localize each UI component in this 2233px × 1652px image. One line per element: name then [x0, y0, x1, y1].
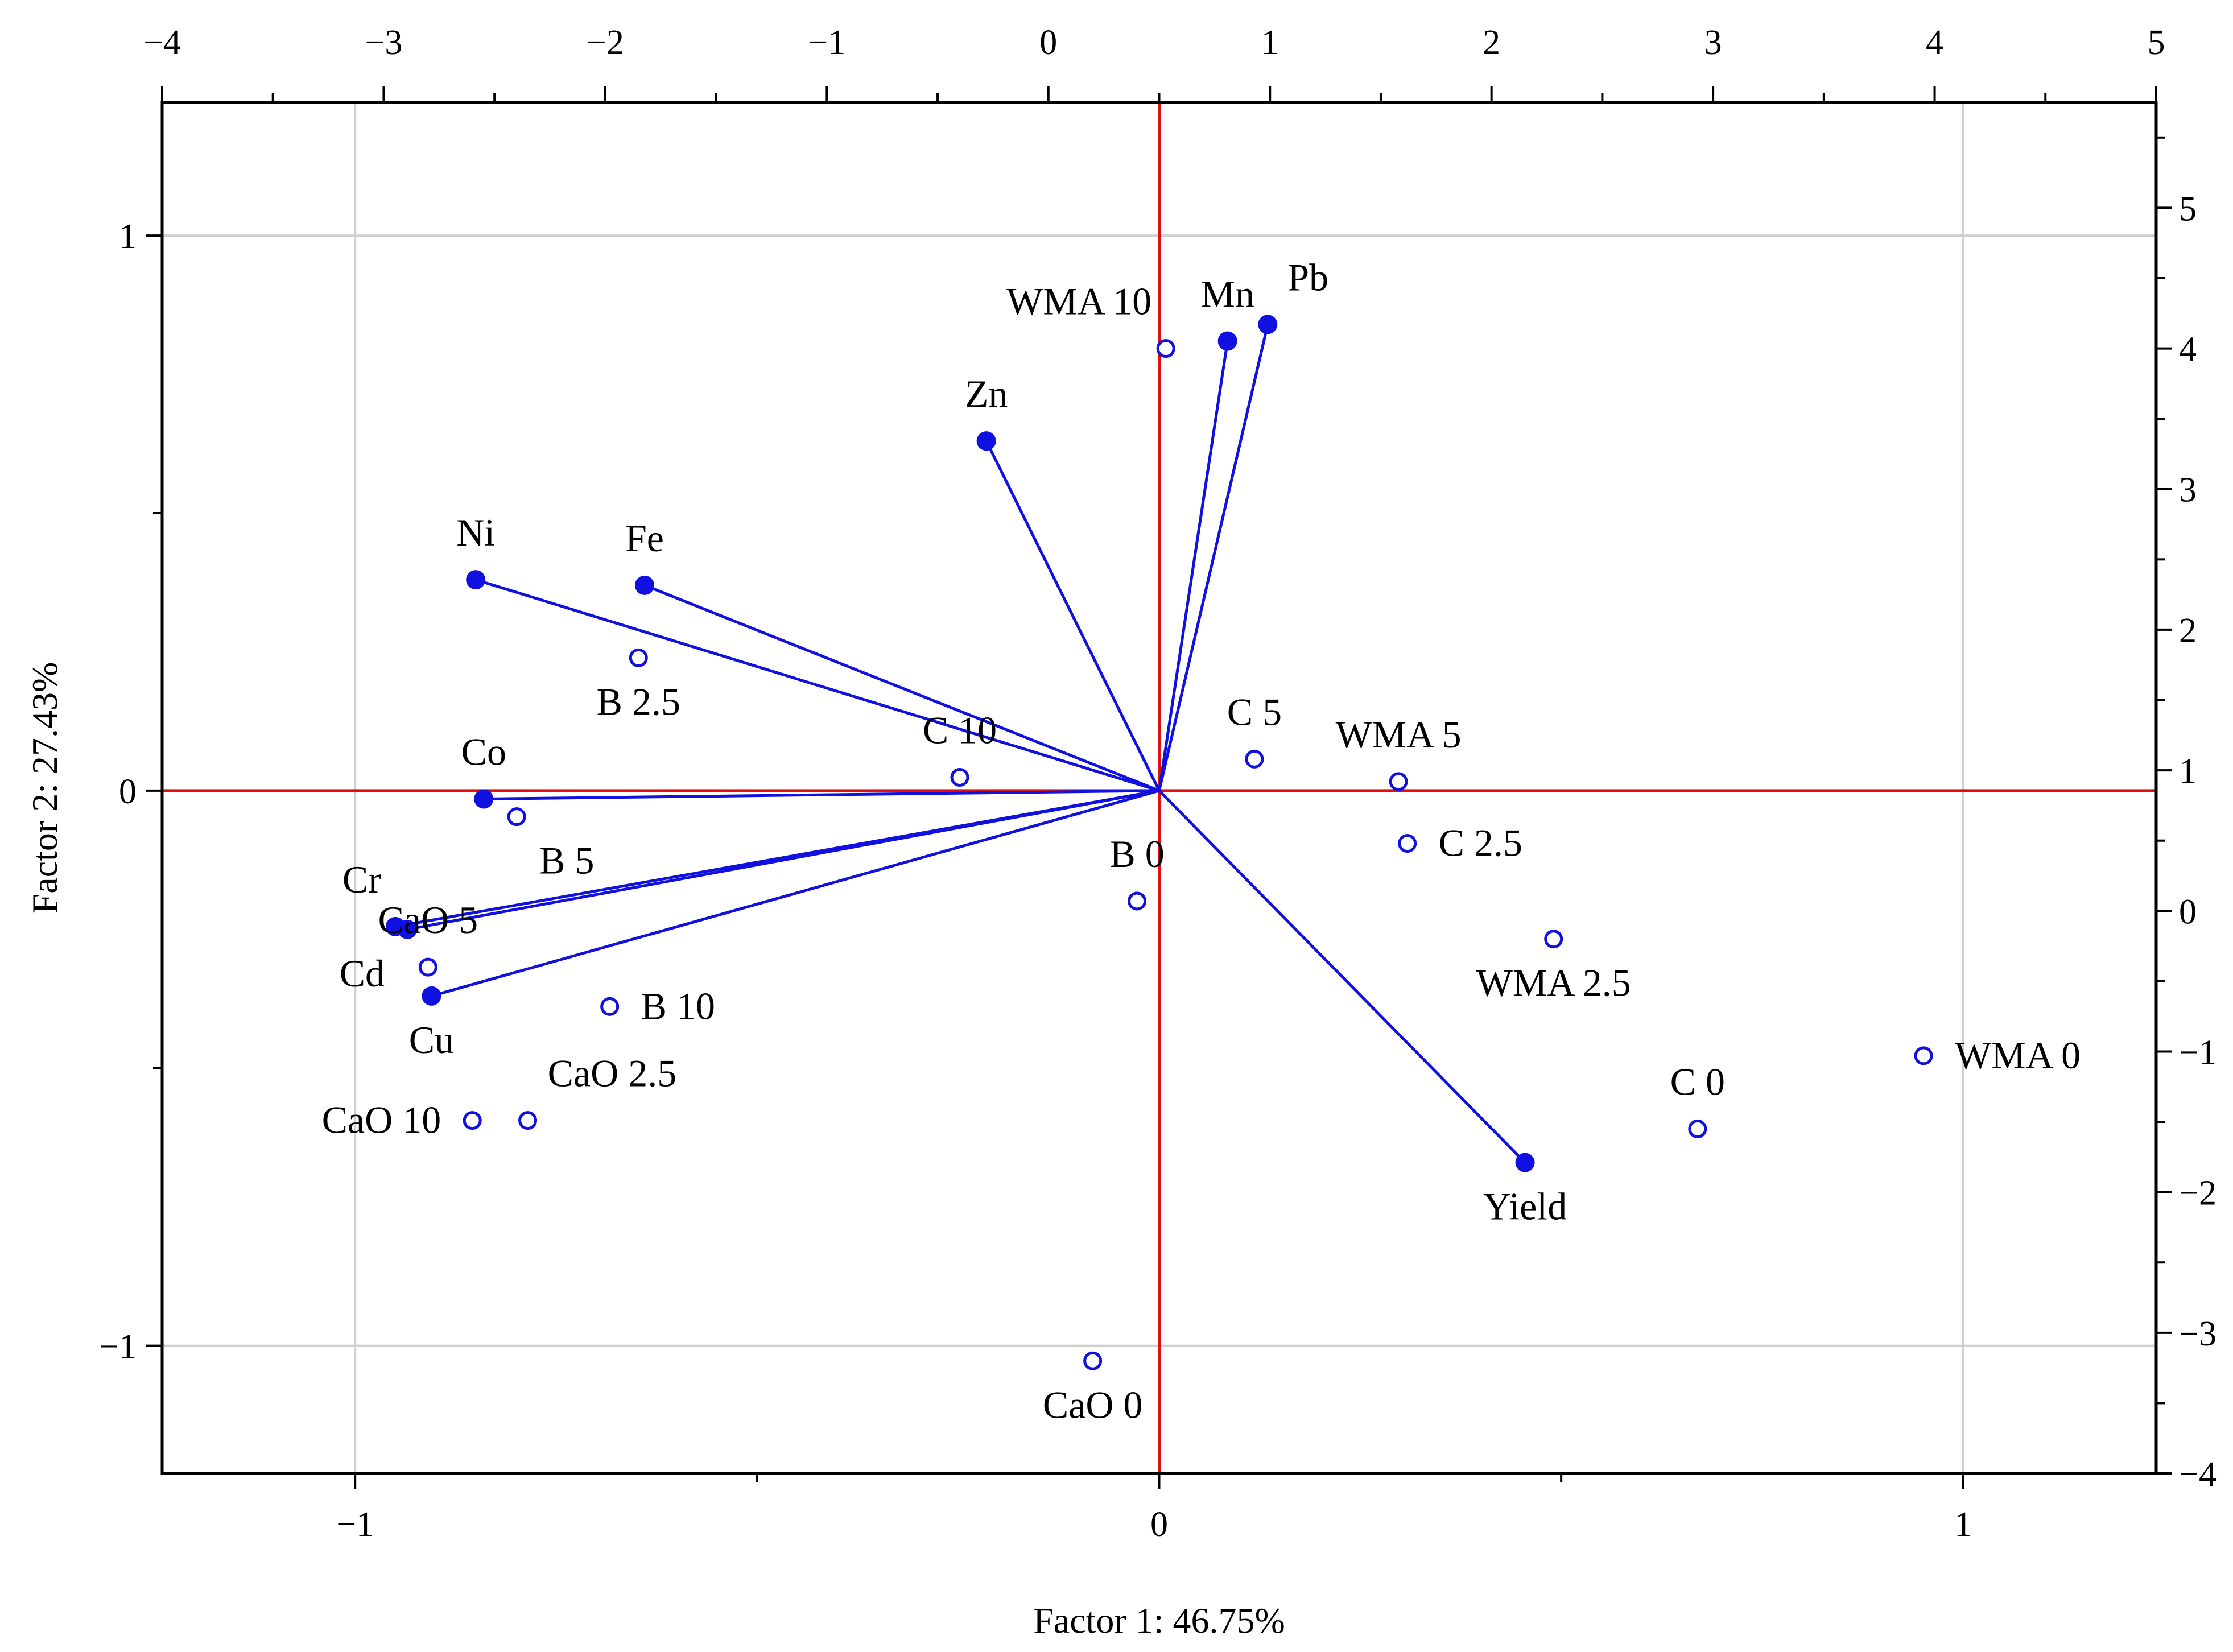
- bottom-tick-label: 0: [1150, 1505, 1168, 1544]
- axis-ticks: −1 0 1 −1 0 1 −4 −3 −2 −1 0 1 2 3 4 5 −4 −3 −2 −1 0 1 2 3 4 5: [99, 23, 2217, 1544]
- variable-vector-cu: [431, 789, 1160, 998]
- observation-label: B 2.5: [597, 680, 680, 723]
- variable-vector-fe: [644, 584, 1160, 792]
- left-tick-label: −1: [99, 1328, 137, 1366]
- right-tick-label: 0: [2179, 893, 2197, 931]
- right-tick-label: −1: [2179, 1033, 2217, 1072]
- variable-point-ni: [466, 570, 486, 590]
- right-tick-label: −2: [2179, 1174, 2217, 1213]
- variable-label: Co: [461, 730, 506, 774]
- variable-vector-cd: [407, 789, 1159, 931]
- variable-point-fe: [634, 575, 654, 595]
- observation-point: [1389, 772, 1408, 791]
- top-tick-label: 1: [1261, 23, 1279, 62]
- bottom-tick-label: 1: [1954, 1505, 1972, 1544]
- observation-label: WMA 0: [1955, 1034, 2081, 1077]
- variable-label: Zn: [965, 372, 1008, 415]
- observation-point: [600, 997, 620, 1016]
- variable-vectors: [385, 315, 1535, 1172]
- right-tick-label: 2: [2179, 612, 2197, 650]
- observation-label: WMA 5: [1336, 713, 1462, 756]
- observation-label: WMA 10: [1006, 280, 1151, 323]
- variable-vector-zn: [985, 440, 1161, 791]
- right-tick-label: −3: [2179, 1315, 2217, 1353]
- bottom-tick-label: −1: [336, 1505, 374, 1544]
- observation-point: [950, 767, 969, 787]
- variable-label: Cd: [340, 952, 385, 995]
- observation-label: C 10: [923, 708, 997, 751]
- observation-label: CaO 10: [322, 1098, 441, 1142]
- top-tick-label: 5: [2148, 23, 2165, 62]
- observation-point: [1245, 749, 1264, 769]
- observation-point: [1914, 1046, 1933, 1065]
- observation-label: B 0: [1109, 832, 1164, 875]
- top-tick-label: 0: [1039, 23, 1057, 62]
- variable-vector-ni: [475, 578, 1160, 792]
- observation-point: [418, 957, 437, 977]
- x-axis-title: Factor 1: 46.75%: [1033, 1600, 1285, 1641]
- variable-label: Cu: [409, 1018, 454, 1062]
- variable-point-mn: [1217, 331, 1237, 351]
- top-tick-label: 2: [1483, 23, 1500, 62]
- variable-label: Pb: [1287, 255, 1328, 299]
- observation-label: C 2.5: [1439, 821, 1522, 865]
- variable-point-zn: [976, 431, 996, 451]
- observation-point: [1156, 339, 1175, 358]
- variable-label: Ni: [456, 511, 495, 554]
- observation-points: [418, 339, 1933, 1370]
- right-tick-label: 4: [2179, 331, 2197, 369]
- observation-label: CaO 0: [1043, 1383, 1143, 1426]
- observation-label: CaO 5: [378, 898, 478, 941]
- top-tick-label: −2: [587, 23, 624, 62]
- observation-point: [1544, 930, 1563, 949]
- observation-label: B 10: [641, 984, 715, 1027]
- observation-point: [629, 648, 648, 667]
- top-tick-label: −4: [143, 23, 181, 62]
- variable-label: Fe: [625, 517, 664, 560]
- top-tick-label: −3: [365, 23, 402, 62]
- right-tick-label: 5: [2179, 189, 2197, 228]
- variable-vector-yield: [1158, 790, 1526, 1164]
- right-tick-label: −4: [2179, 1455, 2217, 1494]
- observation-point: [1128, 891, 1147, 911]
- observation-point: [1083, 1351, 1103, 1370]
- observation-label: B 5: [539, 839, 594, 882]
- observation-label: C 5: [1227, 690, 1282, 733]
- variable-vector-pb: [1158, 324, 1269, 791]
- top-tick-label: 4: [1926, 23, 1943, 62]
- variable-point-pb: [1258, 315, 1278, 334]
- variable-label: Cr: [342, 858, 381, 901]
- variable-vector-co: [484, 789, 1159, 801]
- top-tick-label: 3: [1704, 23, 1722, 62]
- variable-vector-mn: [1158, 341, 1229, 791]
- observation-point: [463, 1111, 482, 1130]
- variable-point-cd: [398, 919, 418, 939]
- point-labels: Pb Mn Zn Ni Fe Co Cr Cd Cu Yield WMA 10 B 2.5 C 10 C …: [322, 255, 2081, 1426]
- observation-point: [1398, 834, 1417, 853]
- observation-label: CaO 2.5: [548, 1052, 677, 1095]
- variable-label: Yield: [1483, 1185, 1567, 1228]
- y-axis-title: Factor 2: 27.43%: [24, 662, 65, 914]
- variable-point-yield: [1515, 1153, 1535, 1172]
- right-tick-label: 1: [2179, 752, 2197, 791]
- variable-point-co: [474, 789, 494, 809]
- observation-label: WMA 2.5: [1476, 961, 1631, 1005]
- variable-label: Mn: [1200, 272, 1254, 316]
- observation-label: C 0: [1670, 1060, 1725, 1103]
- left-tick-label: 1: [119, 217, 137, 256]
- variable-point-cu: [422, 986, 441, 1006]
- left-tick-label: 0: [119, 773, 137, 811]
- observation-point: [518, 1111, 538, 1130]
- observation-point: [1688, 1119, 1707, 1138]
- top-tick-label: −1: [808, 23, 845, 62]
- observation-point: [507, 807, 526, 827]
- right-tick-label: 3: [2179, 471, 2197, 510]
